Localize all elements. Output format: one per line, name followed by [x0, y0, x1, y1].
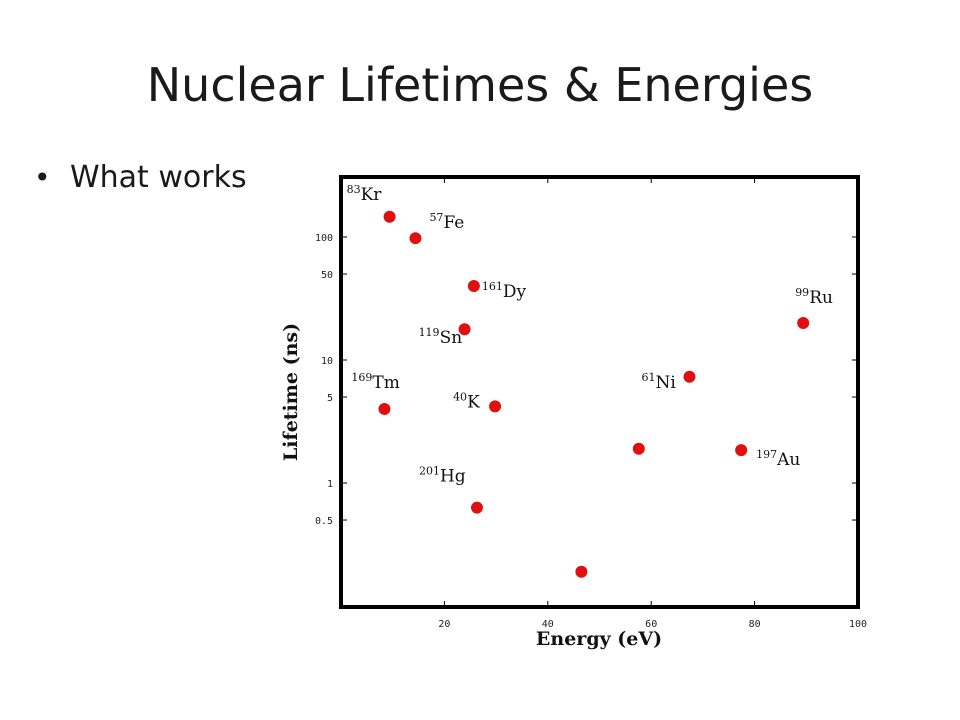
data-point: [378, 402, 391, 415]
data-point: [735, 444, 748, 457]
data-point: [409, 232, 422, 245]
x-tick-label: 80: [749, 619, 761, 630]
point-label: 169Tm: [351, 371, 399, 393]
point-label: 197Au: [756, 448, 800, 470]
data-points: [378, 210, 810, 578]
point-label: 201Hg: [419, 465, 466, 487]
plot-frame: [339, 175, 860, 609]
x-tick-label: 20: [438, 619, 450, 630]
bullet-item: • What works: [34, 160, 247, 195]
bullet-text: What works: [70, 160, 247, 195]
point-label: 57Fe: [429, 211, 464, 233]
data-point: [632, 442, 645, 455]
data-point: [683, 370, 696, 383]
y-tick-label: 50: [321, 270, 333, 281]
point-label: 83Kr: [347, 183, 383, 205]
data-point: [489, 400, 502, 413]
point-labels: 83Kr 57Fe 161Dy 119Sn 169Tm 40K 201Hg 61Ni 197Au…: [347, 183, 833, 487]
y-tick-label: 100: [315, 233, 333, 244]
point-label: 99Ru: [795, 286, 833, 308]
x-tick-label: 40: [542, 619, 554, 630]
data-point: [467, 279, 480, 292]
y-axis-title: Lifetime (ns): [280, 323, 302, 461]
y-tick-label: 0.5: [315, 516, 333, 527]
axis-ticks: 20 40 60 80 100 0.5 1 5 10 50 100: [315, 177, 867, 630]
x-axis-title: Energy (eV): [536, 628, 662, 650]
point-label: 119Sn: [419, 326, 463, 348]
point-label: 61Ni: [641, 371, 676, 393]
data-point: [797, 316, 810, 329]
point-label: 161Dy: [482, 280, 527, 302]
data-point: [470, 501, 483, 514]
y-tick-label: 5: [327, 393, 333, 404]
y-tick-label: 1: [327, 479, 333, 490]
x-tick-label: 100: [849, 619, 867, 630]
point-label: 40K: [453, 390, 480, 412]
data-point: [575, 565, 588, 578]
data-point: [383, 210, 396, 223]
data-point: [458, 323, 471, 336]
slide-title: Nuclear Lifetimes & Energies: [146, 58, 814, 112]
bullet-dot-icon: •: [34, 161, 51, 194]
y-tick-label: 10: [321, 356, 333, 367]
x-tick-label: 60: [645, 619, 657, 630]
